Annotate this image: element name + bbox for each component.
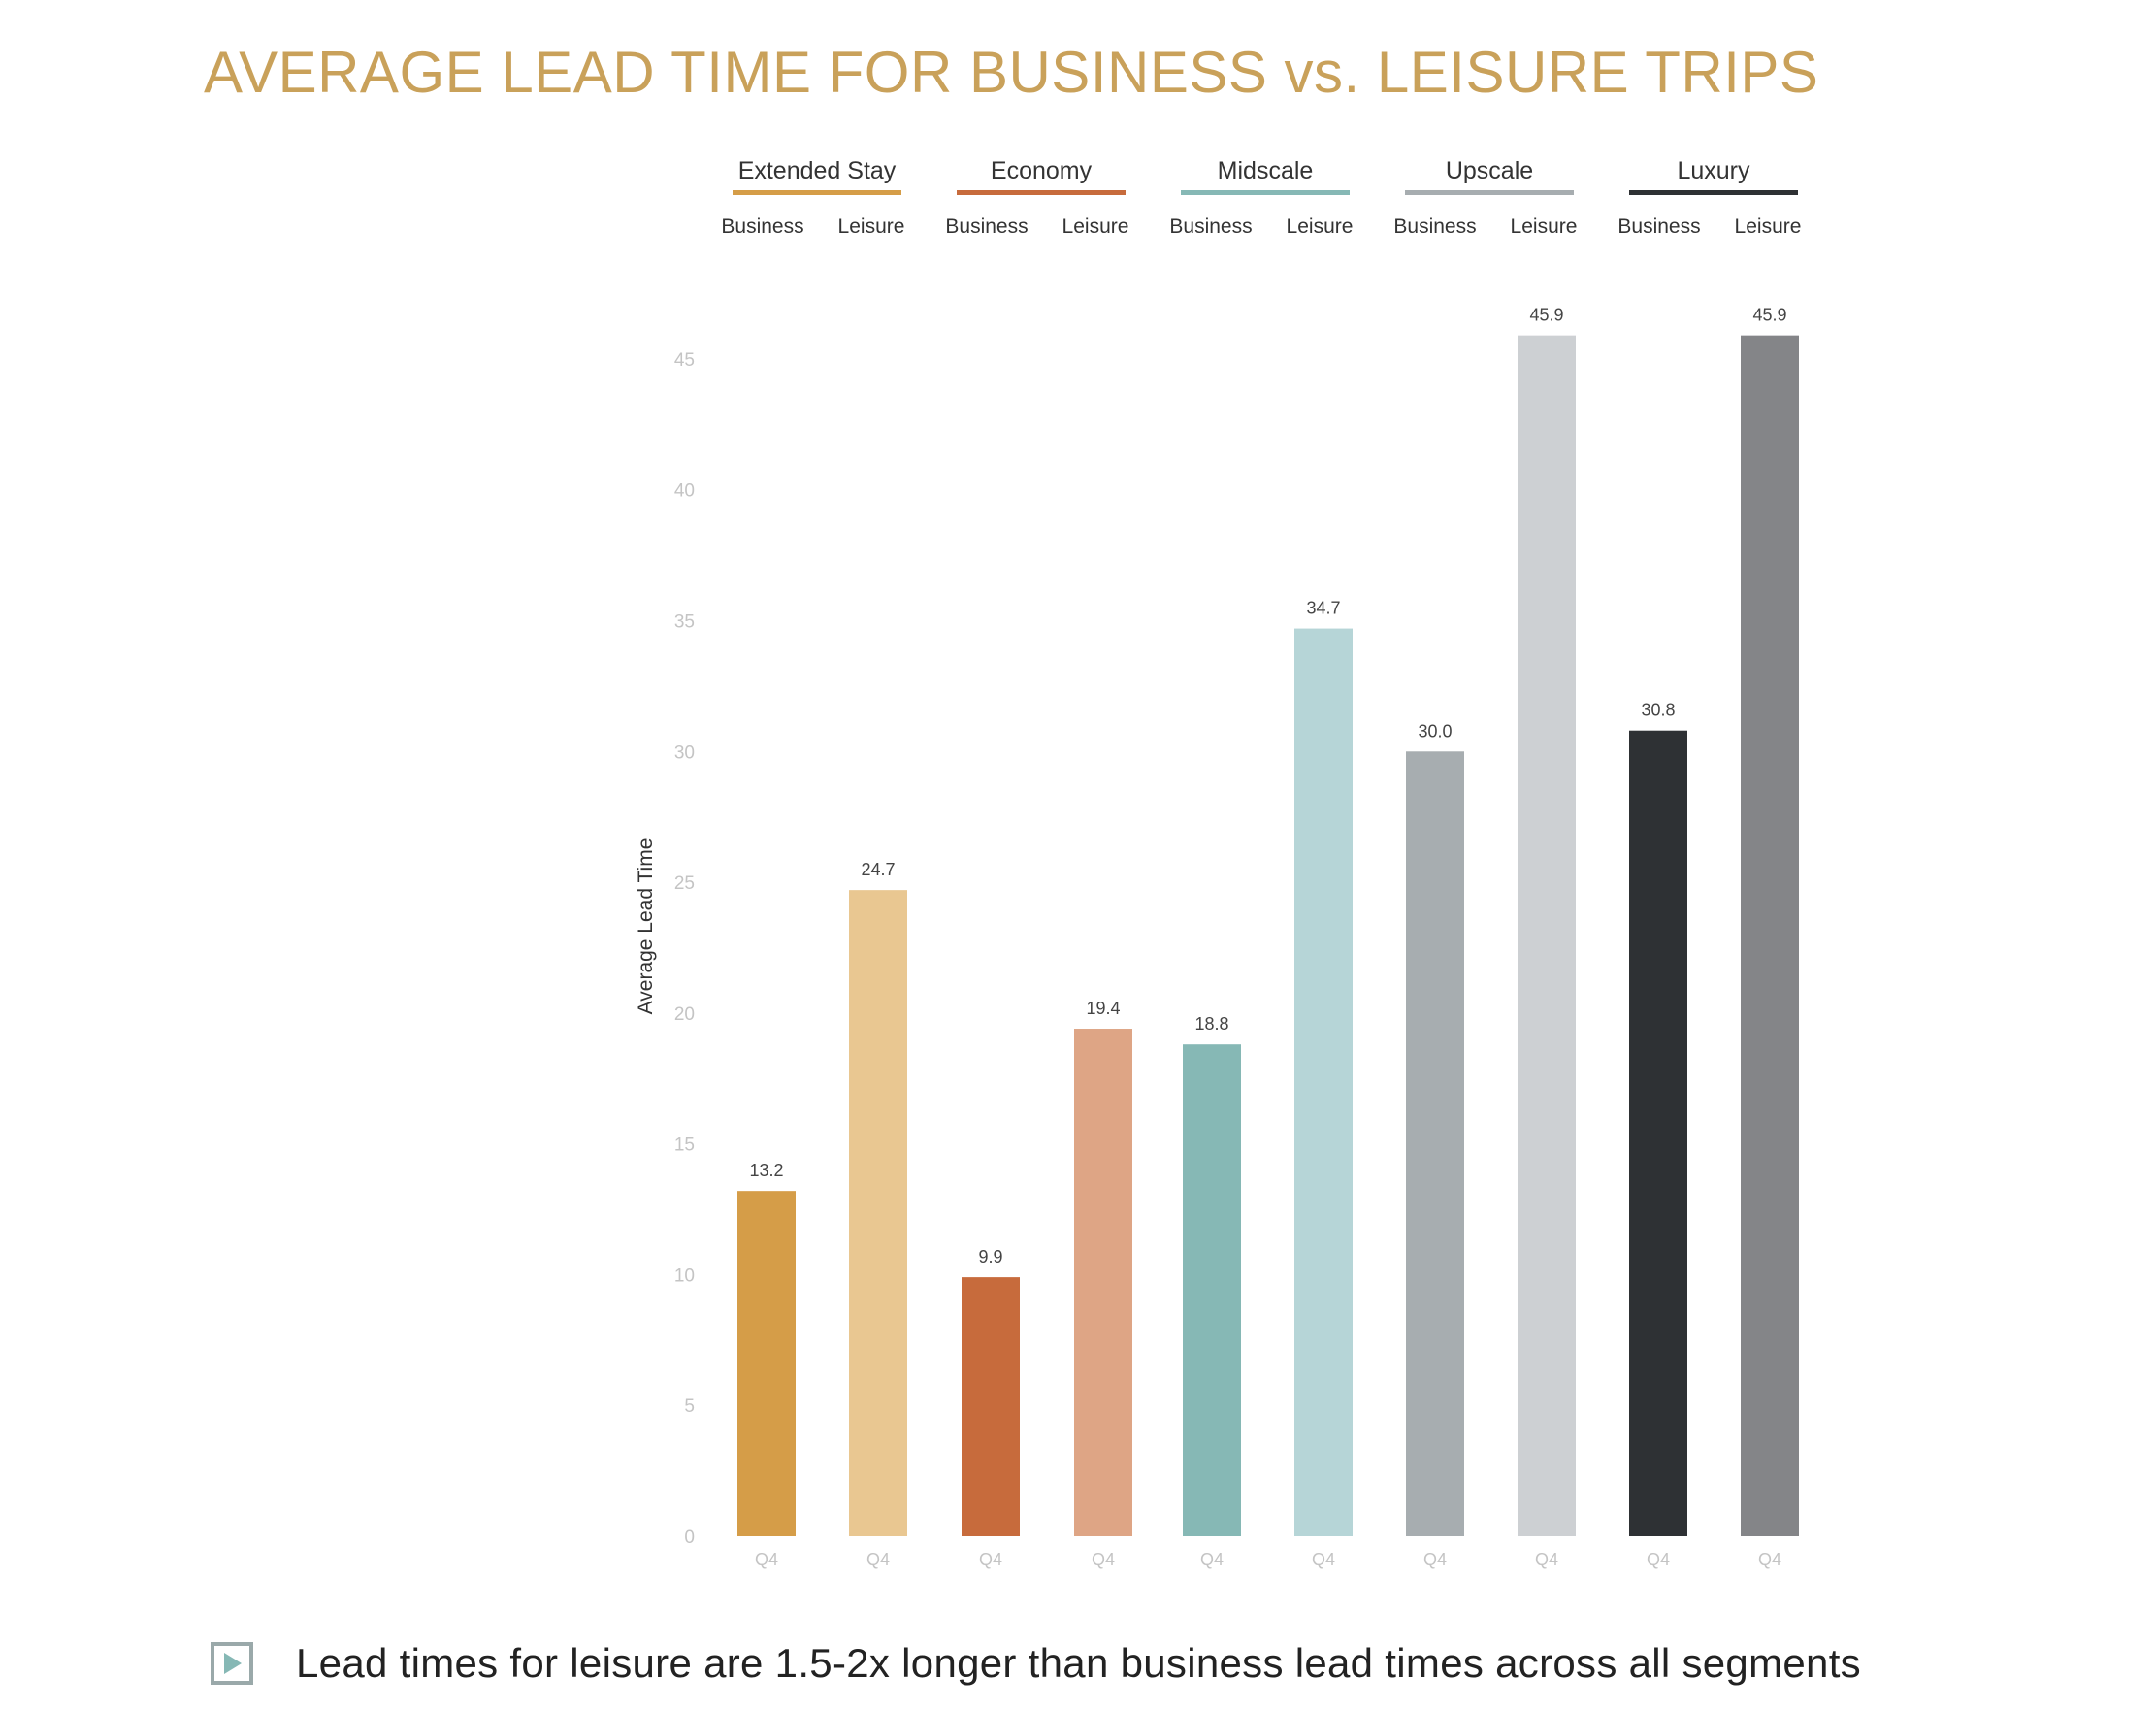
chart-title: AVERAGE LEAD TIME FOR BUSINESS vs. LEISU… [204, 40, 1819, 105]
bar [1629, 730, 1687, 1536]
legend: Extended Stay Business Leisure Economy Busin… [0, 155, 2156, 262]
bar [849, 890, 907, 1536]
y-tick-label: 10 [674, 1265, 695, 1286]
x-tick-label: Q4 [1200, 1550, 1224, 1569]
y-tick-label: 15 [674, 1135, 695, 1156]
legend-group-upscale: Upscale [1377, 155, 1602, 195]
y-tick-label: 5 [684, 1397, 695, 1417]
bar-value-label: 9.9 [978, 1247, 1002, 1266]
bar-value-label: 30.8 [1641, 701, 1675, 720]
bar-value-label: 45.9 [1529, 306, 1563, 325]
legend-sub-label: Business [1169, 215, 1253, 238]
x-tick-label: Q4 [979, 1550, 1002, 1569]
legend-group-economy: Economy [929, 155, 1154, 195]
bar [962, 1277, 1020, 1536]
legend-sub-label: Business [1617, 215, 1701, 238]
bar-value-label: 30.0 [1418, 721, 1452, 740]
legend-group-line [957, 190, 1126, 195]
legend-group-label: Luxury [1677, 157, 1750, 184]
legend-sub-label: Leisure [1286, 215, 1354, 238]
x-tick-label: Q4 [1758, 1550, 1781, 1569]
bar-value-label: 34.7 [1306, 599, 1340, 618]
x-tick-label: Q4 [755, 1550, 778, 1569]
legend-group-luxury: Luxury [1601, 155, 1826, 195]
legend-group-line [1405, 190, 1574, 195]
x-tick-label: Q4 [866, 1550, 890, 1569]
bar [1074, 1029, 1132, 1536]
y-tick-label: 20 [674, 1004, 695, 1025]
legend-group-line [1629, 190, 1798, 195]
bar [1741, 335, 1799, 1536]
legend-group-line [1181, 190, 1350, 195]
play-icon [211, 1642, 253, 1685]
y-axis-label: Average Lead Time [635, 838, 657, 1015]
y-tick-label: 35 [674, 611, 695, 632]
x-tick-label: Q4 [1535, 1550, 1558, 1569]
footnote-text: Lead times for leisure are 1.5-2x longer… [296, 1640, 1861, 1686]
bar-value-label: 24.7 [861, 860, 895, 879]
bar-chart: 0 5 10 15 20 25 30 35 40 45 Average Lead Time 13.2 Q… [635, 306, 1799, 1569]
y-tick-label: 30 [674, 742, 695, 763]
legend-group-line [733, 190, 901, 195]
y-tick-label: 0 [684, 1528, 695, 1548]
legend-group-label: Extended Stay [737, 157, 897, 184]
x-tick-label: Q4 [1423, 1550, 1447, 1569]
legend-sub-label: Leisure [1062, 215, 1129, 238]
x-tick-label: Q4 [1647, 1550, 1670, 1569]
y-tick-label: 45 [674, 350, 695, 371]
legend-sub-label: Leisure [1734, 215, 1802, 238]
legend-sub-label: Leisure [837, 215, 905, 238]
bar [1294, 628, 1353, 1536]
bar-value-label: 18.8 [1194, 1014, 1228, 1034]
bar [1518, 335, 1576, 1536]
bar-value-label: 13.2 [749, 1161, 783, 1180]
legend-group-label: Midscale [1217, 157, 1314, 184]
legend-sub-label: Business [1393, 215, 1477, 238]
legend-group-label: Economy [990, 157, 1093, 184]
x-tick-label: Q4 [1092, 1550, 1115, 1569]
legend-group-midscale: Midscale [1153, 155, 1378, 195]
bar [1406, 751, 1464, 1536]
bar-value-label: 45.9 [1752, 306, 1786, 325]
y-tick-label: 25 [674, 873, 695, 894]
y-tick-label: 40 [674, 481, 695, 502]
bar-value-label: 19.4 [1086, 999, 1120, 1018]
bar [737, 1191, 796, 1536]
legend-sub-label: Leisure [1510, 215, 1578, 238]
footnote: Lead times for leisure are 1.5-2x longer… [211, 1640, 1861, 1687]
legend-group-label: Upscale [1445, 157, 1534, 184]
legend-sub-label: Business [721, 215, 804, 238]
bar [1183, 1044, 1241, 1536]
legend-group-extended-stay: Extended Stay [704, 155, 930, 195]
x-tick-label: Q4 [1312, 1550, 1335, 1569]
legend-sub-label: Business [945, 215, 1029, 238]
